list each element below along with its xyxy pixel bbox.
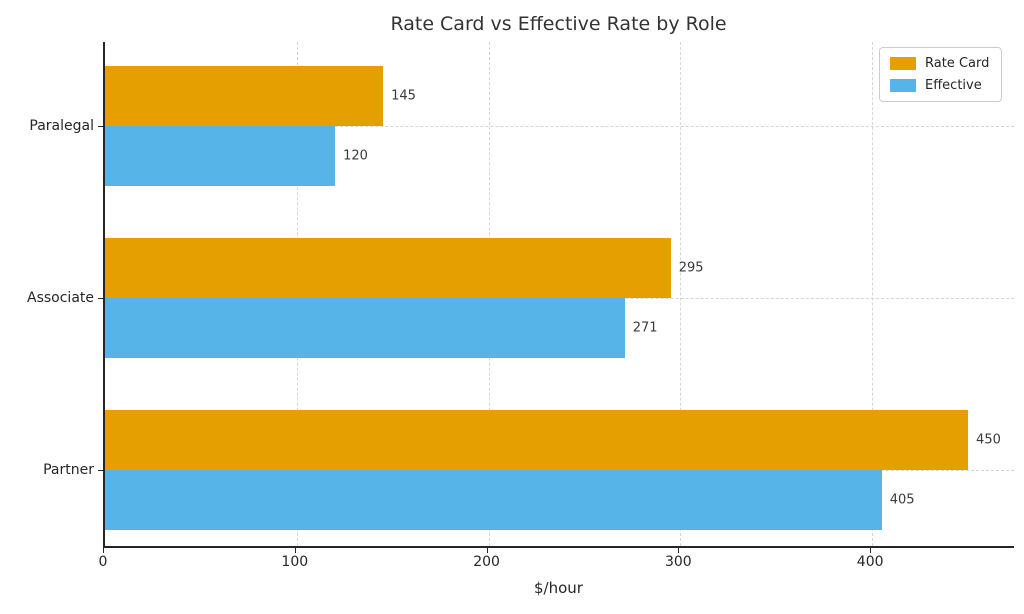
ytick-label-partner: Partner bbox=[43, 461, 94, 478]
xtick-label-100: 100 bbox=[281, 554, 309, 570]
bar-value-label: 271 bbox=[632, 320, 658, 336]
legend-item-rate-card: Rate Card bbox=[890, 56, 989, 71]
ytick-mark bbox=[98, 298, 103, 300]
gridline-x-300 bbox=[680, 42, 682, 546]
xtick-mark bbox=[486, 548, 488, 553]
ytick-label-associate: Associate bbox=[27, 290, 94, 307]
bar-value-label: 450 bbox=[976, 432, 1001, 448]
ytick-mark bbox=[98, 125, 103, 127]
xtick-label-200: 200 bbox=[473, 554, 500, 570]
bar-effective-paralegal bbox=[105, 125, 336, 186]
bar-value-label: 295 bbox=[678, 260, 704, 276]
plot-area: 145 120 295 271 450 405 bbox=[103, 42, 1014, 548]
gridline-x-400 bbox=[872, 42, 874, 546]
ytick-label-paralegal: Paralegal bbox=[29, 117, 94, 134]
legend-swatch-effective bbox=[890, 79, 916, 92]
bar-effective-associate bbox=[105, 298, 625, 359]
xtick-mark bbox=[870, 548, 872, 553]
ytick-mark bbox=[98, 469, 103, 471]
bar-rate-card-partner bbox=[105, 409, 969, 470]
bar-value-label: 145 bbox=[391, 88, 416, 104]
gridline-y-paralegal bbox=[105, 125, 1014, 127]
xtick-label-400: 400 bbox=[856, 554, 884, 570]
xtick-mark bbox=[103, 548, 104, 553]
bar-rate-card-associate bbox=[105, 238, 671, 299]
bar-rate-card-paralegal bbox=[105, 65, 384, 126]
bar-value-label: 405 bbox=[889, 492, 915, 508]
legend-label: Rate Card bbox=[925, 56, 990, 71]
xtick-mark bbox=[678, 548, 680, 553]
xtick-mark bbox=[294, 548, 296, 553]
legend: Rate Card Effective bbox=[879, 47, 1003, 102]
xtick-label-300: 300 bbox=[664, 554, 692, 570]
chart-title: Rate Card vs Effective Rate by Role bbox=[390, 13, 727, 35]
x-axis-label: $/hour bbox=[534, 579, 583, 597]
legend-item-effective: Effective bbox=[890, 78, 989, 93]
bar-value-label: 120 bbox=[343, 148, 368, 164]
xtick-label-0: 0 bbox=[98, 554, 108, 570]
legend-swatch-rate-card bbox=[890, 57, 916, 70]
legend-label: Effective bbox=[925, 78, 982, 93]
bar-effective-partner bbox=[105, 469, 882, 530]
